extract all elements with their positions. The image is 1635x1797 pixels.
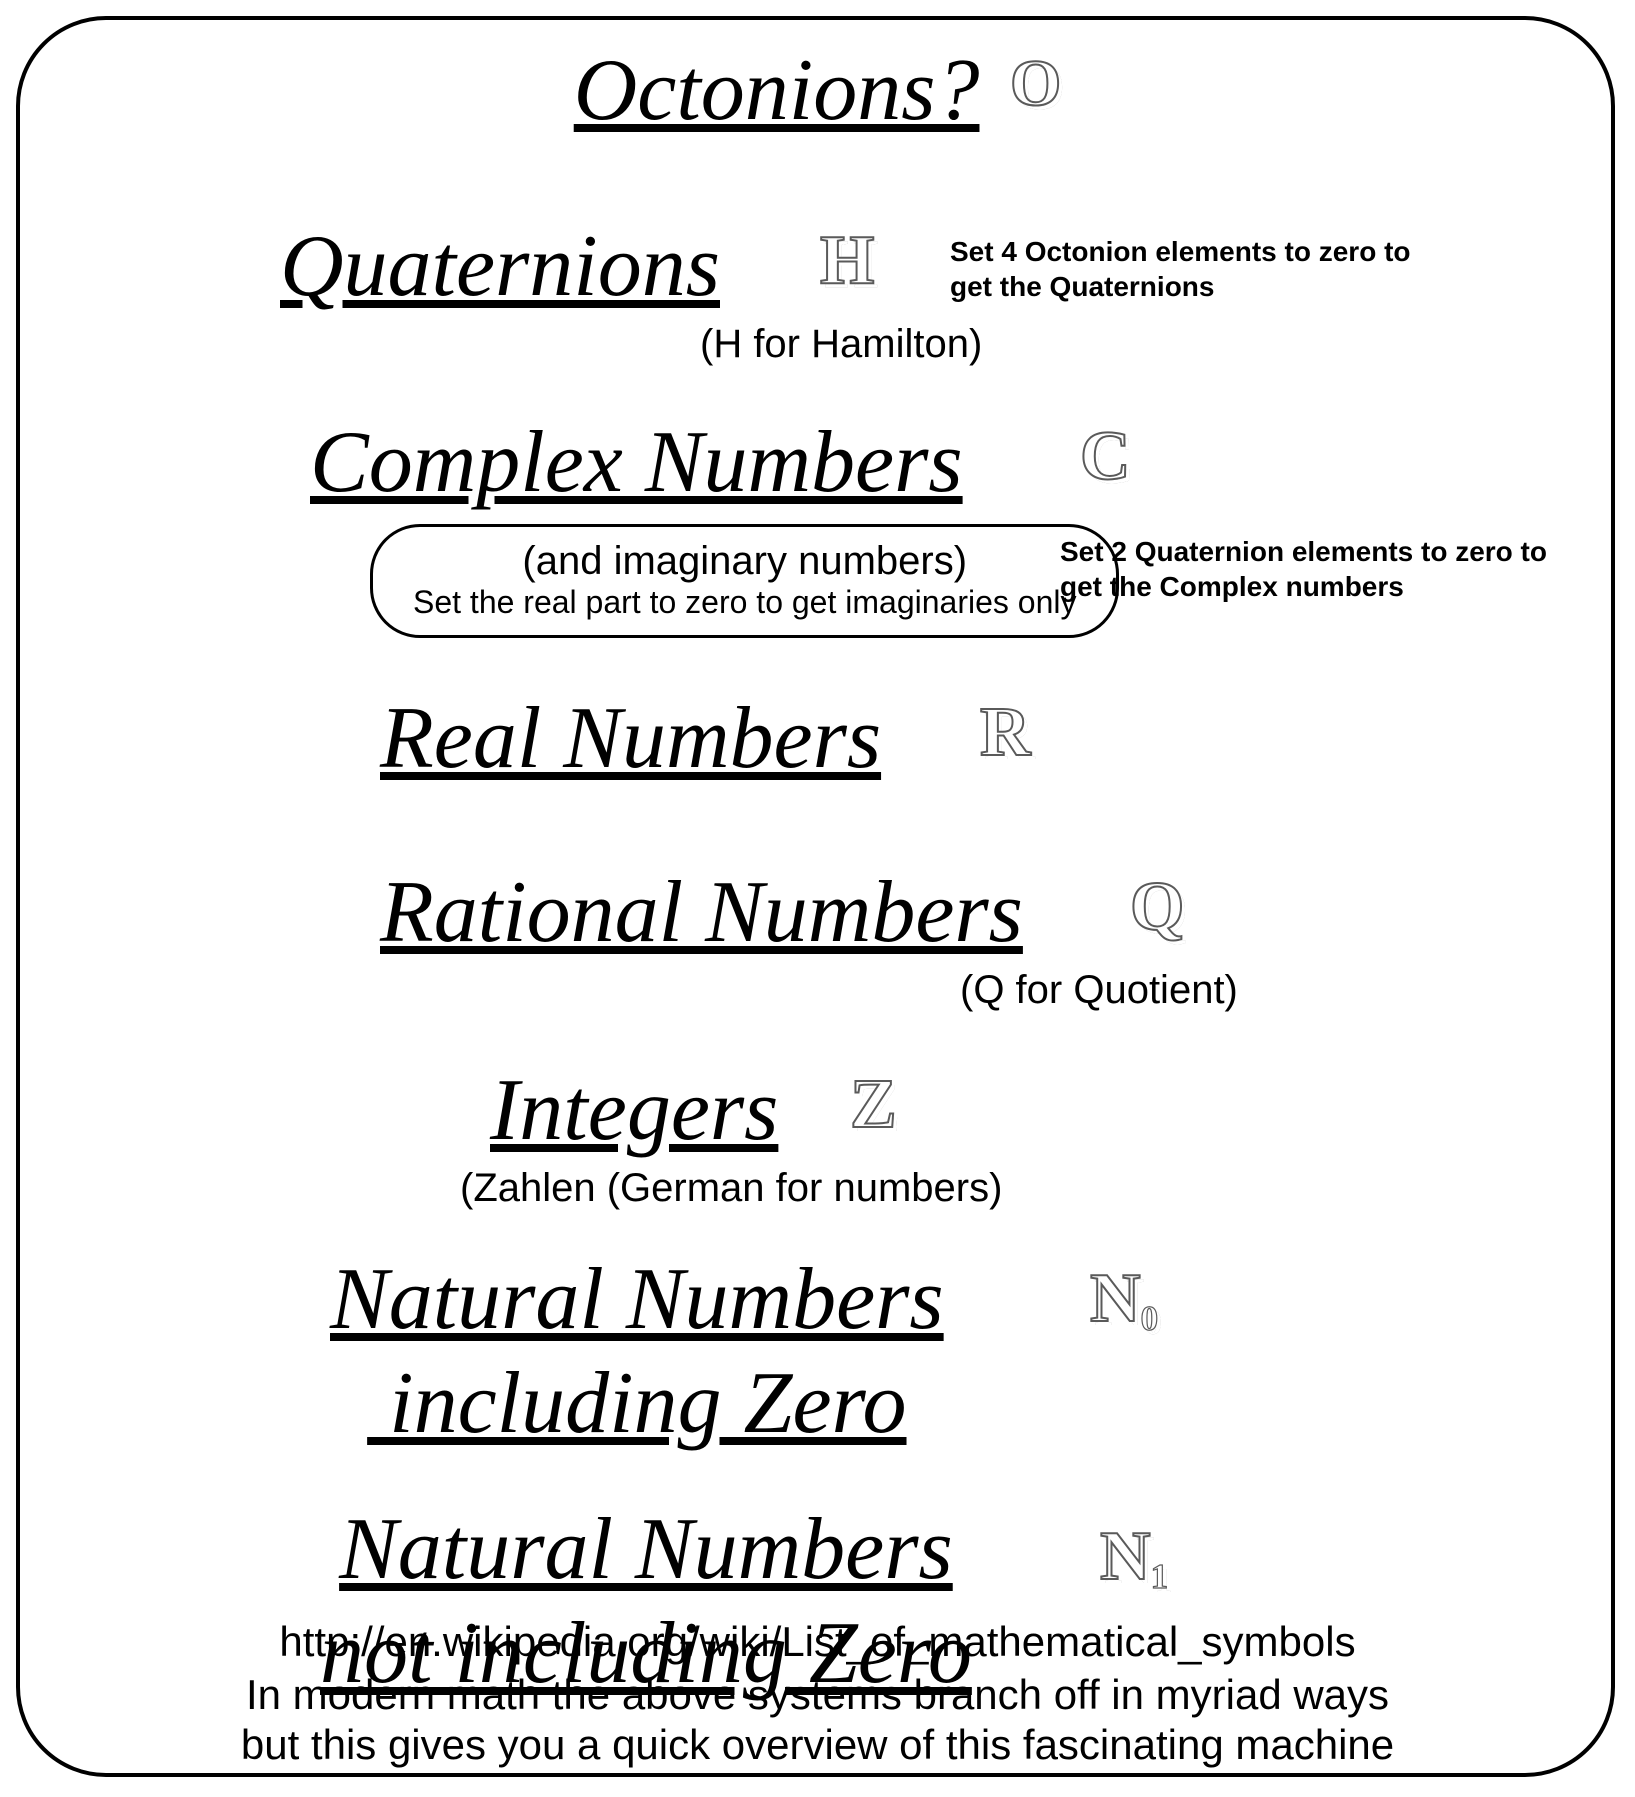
title-quaternions: Quaternions — [280, 216, 720, 317]
paren-quaternions: (H for Hamilton) — [700, 322, 982, 367]
title-natural0: Natural Numbers including Zero — [330, 1248, 944, 1456]
paren-integers: (Zahlen (German for numbers) — [460, 1166, 1002, 1211]
title-real: Real Numbers — [380, 688, 881, 789]
title-octonions: Octonions? — [574, 40, 980, 141]
symbol-natural1: N1 — [1100, 1522, 1168, 1594]
note-complex: Set 2 Quaternion elements to zero to get… — [1060, 534, 1547, 604]
row-octonions: Octonions? O — [0, 40, 1635, 141]
title-complex: Complex Numbers — [310, 412, 963, 513]
paren-rational: (Q for Quotient) — [960, 968, 1238, 1013]
symbol-real: R — [980, 698, 1031, 768]
title-integers: Integers — [490, 1060, 778, 1161]
symbol-quaternions: H — [820, 226, 874, 296]
footer-url: http://en.wikipedia.org/wiki/List_of_mat… — [0, 1618, 1635, 1666]
symbol-complex: C — [1080, 422, 1131, 492]
symbol-octonions: O — [1010, 51, 1061, 117]
symbol-integers: Z — [850, 1070, 897, 1140]
footer-text: In modern math the above systems branch … — [0, 1670, 1635, 1771]
symbol-natural0-sub: 0 — [1141, 1299, 1159, 1338]
bubble-complex: (and imaginary numbers) Set the real par… — [370, 524, 1119, 638]
title-rational: Rational Numbers — [380, 862, 1023, 963]
symbol-natural1-main: N — [1100, 1518, 1151, 1595]
bubble-line1: (and imaginary numbers) — [413, 539, 1076, 584]
symbol-rational: Q — [1130, 872, 1184, 942]
symbol-natural1-sub: 1 — [1151, 1557, 1169, 1596]
bubble-line2: Set the real part to zero to get imagina… — [413, 584, 1076, 621]
symbol-natural0: N0 — [1090, 1264, 1158, 1336]
symbol-natural0-main: N — [1090, 1260, 1141, 1337]
note-quaternions: Set 4 Octonion elements to zero to get t… — [950, 234, 1411, 304]
